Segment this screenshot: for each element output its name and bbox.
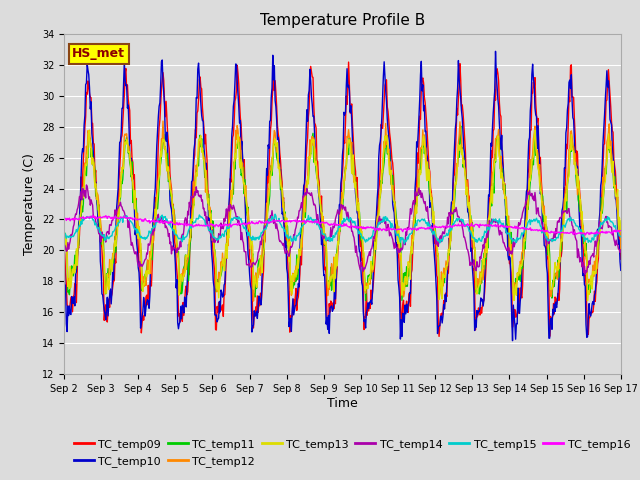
- TC_temp14: [566, 215, 574, 220]
- TC_temp13: [443, 263, 451, 268]
- TC_temp15: [445, 232, 452, 238]
- TC_temp16: [566, 229, 574, 235]
- TC_temp14: [60, 243, 68, 249]
- TC_temp13: [617, 229, 625, 235]
- TC_temp16: [335, 222, 342, 228]
- Legend: TC_temp09, TC_temp10, TC_temp11, TC_temp12, TC_temp13, TC_temp14, TC_temp15, TC_: TC_temp09, TC_temp10, TC_temp11, TC_temp…: [70, 435, 635, 471]
- TC_temp15: [389, 223, 397, 229]
- TC_temp11: [362, 298, 369, 303]
- TC_temp11: [457, 123, 465, 129]
- TC_temp13: [334, 239, 342, 244]
- TC_temp14: [83, 182, 90, 188]
- TC_temp14: [581, 271, 589, 277]
- TC_temp10: [492, 48, 499, 54]
- TC_temp15: [206, 228, 214, 233]
- TC_temp11: [568, 148, 575, 154]
- Line: TC_temp09: TC_temp09: [64, 62, 621, 336]
- TC_temp13: [206, 212, 214, 217]
- TC_temp09: [568, 62, 575, 68]
- TC_temp11: [444, 258, 451, 264]
- TC_temp12: [568, 128, 575, 134]
- TC_temp12: [445, 258, 452, 264]
- TC_temp16: [444, 224, 451, 230]
- Line: TC_temp12: TC_temp12: [64, 121, 621, 301]
- X-axis label: Time: Time: [327, 397, 358, 410]
- Line: TC_temp15: TC_temp15: [64, 214, 621, 244]
- TC_temp09: [617, 256, 625, 262]
- TC_temp09: [182, 283, 190, 289]
- TC_temp09: [389, 160, 397, 166]
- TC_temp10: [617, 267, 625, 273]
- TC_temp14: [207, 233, 215, 239]
- TC_temp13: [584, 298, 591, 304]
- TC_temp14: [335, 210, 342, 216]
- TC_temp15: [617, 234, 625, 240]
- TC_temp11: [206, 210, 214, 216]
- Line: TC_temp10: TC_temp10: [64, 51, 621, 341]
- TC_temp14: [444, 215, 451, 220]
- TC_temp10: [509, 338, 516, 344]
- TC_temp09: [444, 271, 451, 277]
- TC_temp12: [250, 298, 257, 304]
- TC_temp16: [617, 228, 625, 233]
- TC_temp16: [183, 223, 191, 228]
- TC_temp12: [183, 261, 191, 266]
- TC_temp09: [546, 334, 554, 339]
- TC_temp15: [335, 223, 342, 229]
- TC_temp12: [159, 118, 167, 124]
- TC_temp10: [443, 283, 451, 289]
- TC_temp10: [182, 304, 190, 310]
- Line: TC_temp14: TC_temp14: [64, 185, 621, 274]
- TC_temp15: [401, 241, 408, 247]
- TC_temp09: [206, 214, 214, 220]
- TC_temp13: [182, 252, 190, 258]
- TC_temp14: [617, 247, 625, 253]
- Line: TC_temp13: TC_temp13: [64, 131, 621, 301]
- TC_temp13: [388, 187, 396, 192]
- TC_temp15: [60, 229, 68, 235]
- TC_temp13: [531, 128, 539, 133]
- TC_temp16: [389, 226, 397, 232]
- Title: Temperature Profile B: Temperature Profile B: [260, 13, 425, 28]
- TC_temp10: [60, 247, 68, 253]
- TC_temp11: [182, 263, 190, 268]
- TC_temp12: [60, 225, 68, 231]
- Text: HS_met: HS_met: [72, 48, 125, 60]
- Line: TC_temp16: TC_temp16: [64, 216, 621, 235]
- TC_temp13: [566, 147, 574, 153]
- Y-axis label: Temperature (C): Temperature (C): [23, 153, 36, 255]
- TC_temp11: [60, 231, 68, 237]
- TC_temp16: [60, 217, 68, 223]
- TC_temp11: [617, 231, 625, 237]
- TC_temp10: [568, 72, 575, 78]
- TC_temp12: [617, 246, 625, 252]
- TC_temp10: [334, 245, 342, 251]
- TC_temp14: [389, 236, 397, 242]
- TC_temp13: [60, 233, 68, 239]
- TC_temp14: [183, 221, 191, 227]
- TC_temp12: [335, 231, 343, 237]
- TC_temp12: [207, 224, 215, 229]
- TC_temp10: [206, 218, 214, 224]
- TC_temp09: [345, 59, 353, 65]
- TC_temp15: [182, 234, 190, 240]
- TC_temp15: [271, 211, 279, 217]
- Line: TC_temp11: TC_temp11: [64, 126, 621, 300]
- TC_temp12: [390, 190, 397, 196]
- TC_temp11: [389, 173, 397, 179]
- TC_temp09: [60, 245, 68, 251]
- TC_temp10: [388, 173, 396, 179]
- TC_temp16: [581, 232, 589, 238]
- TC_temp09: [334, 250, 342, 255]
- TC_temp15: [568, 217, 575, 223]
- TC_temp16: [207, 222, 215, 228]
- TC_temp11: [334, 240, 342, 245]
- TC_temp16: [89, 213, 97, 218]
